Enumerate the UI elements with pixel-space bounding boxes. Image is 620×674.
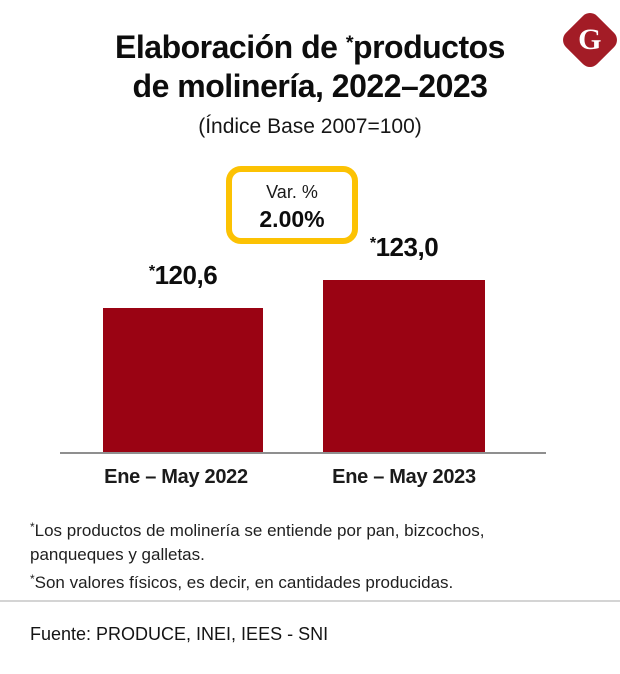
- bar-value-label-2022: *120,6: [103, 260, 263, 291]
- value-asterisk: *: [148, 261, 155, 280]
- variation-value: 2.00%: [259, 206, 325, 232]
- source-line: Fuente: PRODUCE, INEI, IEES - SNI: [30, 624, 329, 644]
- value-text: 123,0: [375, 232, 439, 262]
- variation-label: Var. %: [266, 182, 318, 202]
- footnote-asterisk: *: [30, 520, 35, 534]
- footnote-text: panqueques y galletas.: [30, 544, 205, 564]
- footnote-asterisk: *: [30, 571, 35, 586]
- title-text: Elaboración de: [115, 28, 346, 65]
- title-line1: Elaboración de *productos: [115, 29, 505, 65]
- variation-badge: Var. % 2.00%: [226, 166, 358, 244]
- title-text: productos: [353, 28, 505, 65]
- chart-title: Elaboración de *productos de molinería, …: [0, 24, 620, 106]
- value-text: 120,6: [154, 260, 218, 290]
- footnotes: *Los productos de molinería se entiende …: [30, 515, 590, 595]
- header: Elaboración de *productos de molinería, …: [0, 24, 620, 139]
- chart-subtitle: (Índice Base 2007=100): [198, 114, 422, 138]
- x-axis-line: [60, 452, 546, 454]
- bar-2022: [103, 308, 263, 453]
- value-asterisk: *: [369, 233, 376, 252]
- bar-2023: [323, 280, 485, 453]
- footnote-line-1: *Los productos de molinería se entiende …: [30, 515, 590, 543]
- footnote-text: Son valores físicos, es decir, en cantid…: [34, 572, 454, 592]
- title-line2: de molinería, 2022–2023: [132, 67, 488, 104]
- footnote-line-2: panqueques y galletas.: [30, 543, 590, 567]
- footnote-text: Los productos de molinería se entiende p…: [34, 520, 485, 540]
- category-label-2023: Ene – May 2023: [332, 466, 476, 488]
- bar-value-label-2023: *123,0: [323, 232, 485, 263]
- footnote-line-3: *Son valores físicos, es decir, en canti…: [30, 567, 590, 595]
- category-label-2022: Ene – May 2022: [104, 466, 248, 488]
- footer-divider: [0, 600, 620, 602]
- title-asterisk: *: [345, 32, 354, 54]
